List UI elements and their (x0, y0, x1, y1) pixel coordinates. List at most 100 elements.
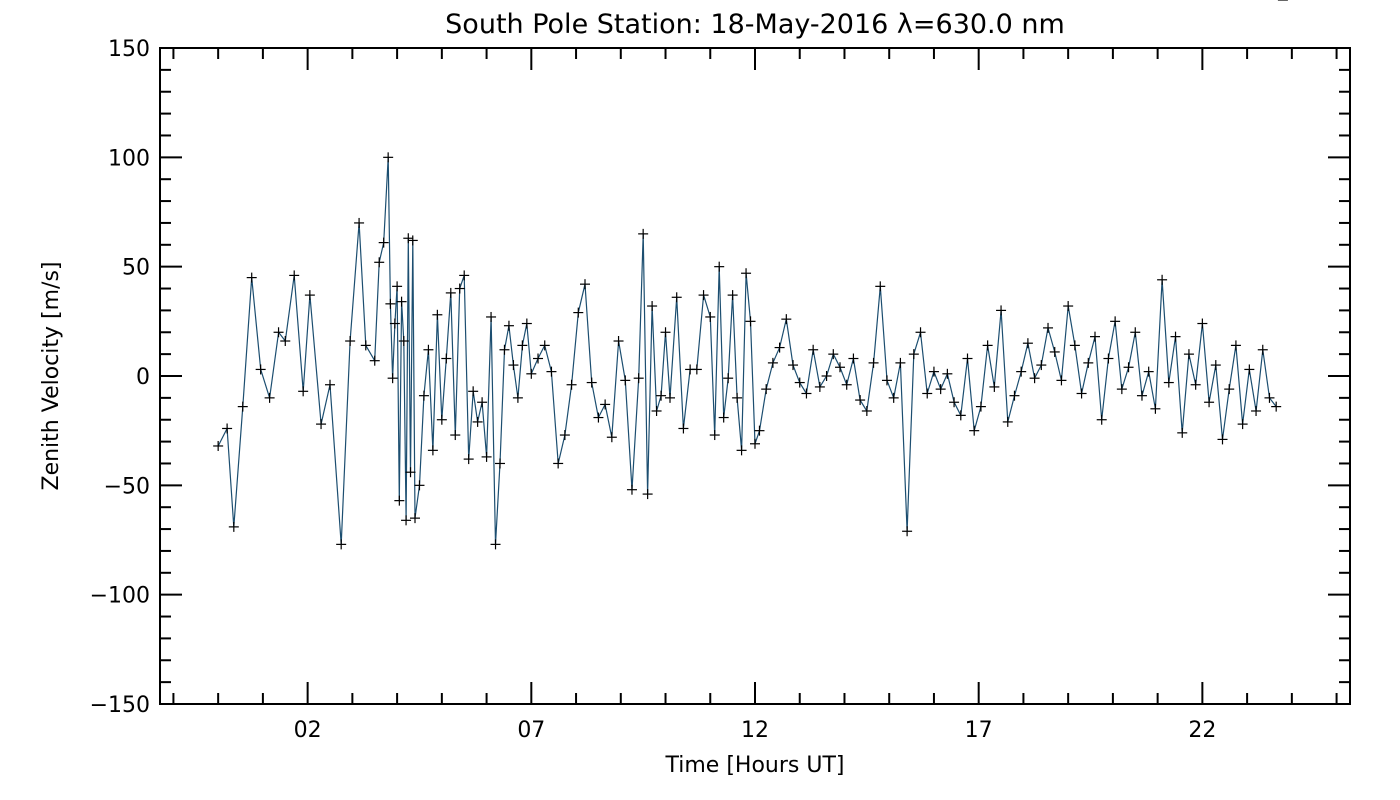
data-point (678, 423, 689, 434)
x-tick-label: 12 (741, 718, 769, 743)
data-point (888, 392, 899, 403)
data-point (508, 360, 519, 371)
data-point (1143, 366, 1154, 377)
data-point (436, 414, 447, 425)
data-point (1069, 340, 1080, 351)
x-tick-label: 02 (294, 718, 322, 743)
data-point (1116, 384, 1127, 395)
data-point (427, 445, 438, 456)
data-point (714, 261, 725, 272)
data-point (935, 384, 946, 395)
data-point (750, 438, 760, 449)
data-point (450, 430, 461, 441)
data-point (1204, 397, 1215, 408)
data-point (875, 281, 886, 292)
data-point (304, 290, 315, 301)
data-point (512, 392, 523, 403)
data-point (222, 423, 233, 434)
data-point (414, 480, 425, 491)
data-point (1170, 331, 1181, 342)
data-point (922, 388, 933, 399)
data-point (539, 340, 550, 351)
data-point (468, 386, 479, 397)
data-point (741, 268, 752, 279)
data-point (490, 539, 501, 550)
data-point (761, 384, 772, 395)
data-point (814, 381, 825, 392)
data-point (1150, 403, 1161, 414)
data-point (1251, 405, 1262, 416)
data-point (709, 430, 720, 441)
data-point (942, 368, 953, 379)
data-point (423, 344, 434, 355)
data-point (1103, 353, 1114, 364)
data-point (821, 371, 832, 381)
data-point (499, 344, 510, 355)
data-point (553, 458, 564, 469)
data-point (1244, 364, 1255, 375)
data-point (788, 360, 799, 371)
data-point (881, 375, 892, 386)
data-point (566, 379, 577, 390)
data-point (1076, 388, 1087, 399)
data-point (481, 451, 492, 462)
data-point (432, 309, 443, 320)
data-point (975, 401, 986, 412)
data-point (828, 349, 839, 360)
axis-ticks (160, 47, 1350, 705)
data-point (325, 379, 335, 390)
y-tick-label: −100 (90, 584, 150, 609)
data-point (389, 318, 400, 329)
data-point (651, 405, 662, 416)
data-point (895, 357, 906, 368)
data-point (255, 364, 266, 375)
data-point (745, 316, 756, 327)
data-point (781, 314, 792, 325)
data-point (606, 432, 617, 443)
data-point (1063, 301, 1074, 312)
data-point (982, 340, 993, 351)
y-tick-label: −150 (90, 693, 150, 718)
data-point (1096, 414, 1107, 425)
data-point (660, 327, 671, 338)
data-point (626, 484, 637, 495)
data-point (472, 416, 483, 427)
data-point (418, 390, 429, 401)
data-point (969, 425, 980, 436)
chart-title: South Pole Station: 18-May-2016 λ=630.0 … (445, 9, 1065, 40)
data-point (503, 320, 514, 331)
data-point (1049, 346, 1060, 357)
series-velocity (213, 0, 1288, 550)
data-point (855, 395, 866, 406)
data-point (642, 489, 653, 500)
data-point (383, 152, 394, 163)
axis-tick-labels: −150 −100 −50 0 50 100 150 02 07 12 17 22 (90, 37, 1217, 743)
data-point (1177, 427, 1188, 438)
data-point (392, 281, 403, 292)
data-point (246, 272, 257, 283)
data-point (835, 362, 845, 373)
data-point (441, 353, 452, 364)
data-point (336, 539, 347, 550)
data-point (405, 467, 416, 478)
data-point (1110, 316, 1121, 327)
data-point (962, 353, 973, 364)
data-point (1083, 357, 1094, 368)
data-point (345, 336, 356, 347)
data-point (298, 386, 309, 397)
data-point (848, 353, 859, 364)
data-point (754, 425, 765, 436)
data-point (228, 521, 239, 532)
data-point (727, 290, 738, 301)
data-point (586, 377, 597, 388)
y-tick-label: 150 (108, 37, 150, 62)
data-point (407, 235, 418, 246)
data-point (264, 392, 275, 403)
data-point (633, 373, 644, 384)
data-point (237, 401, 248, 412)
plot-frame (159, 47, 1351, 705)
data-point (841, 379, 852, 390)
data-point (718, 412, 729, 423)
